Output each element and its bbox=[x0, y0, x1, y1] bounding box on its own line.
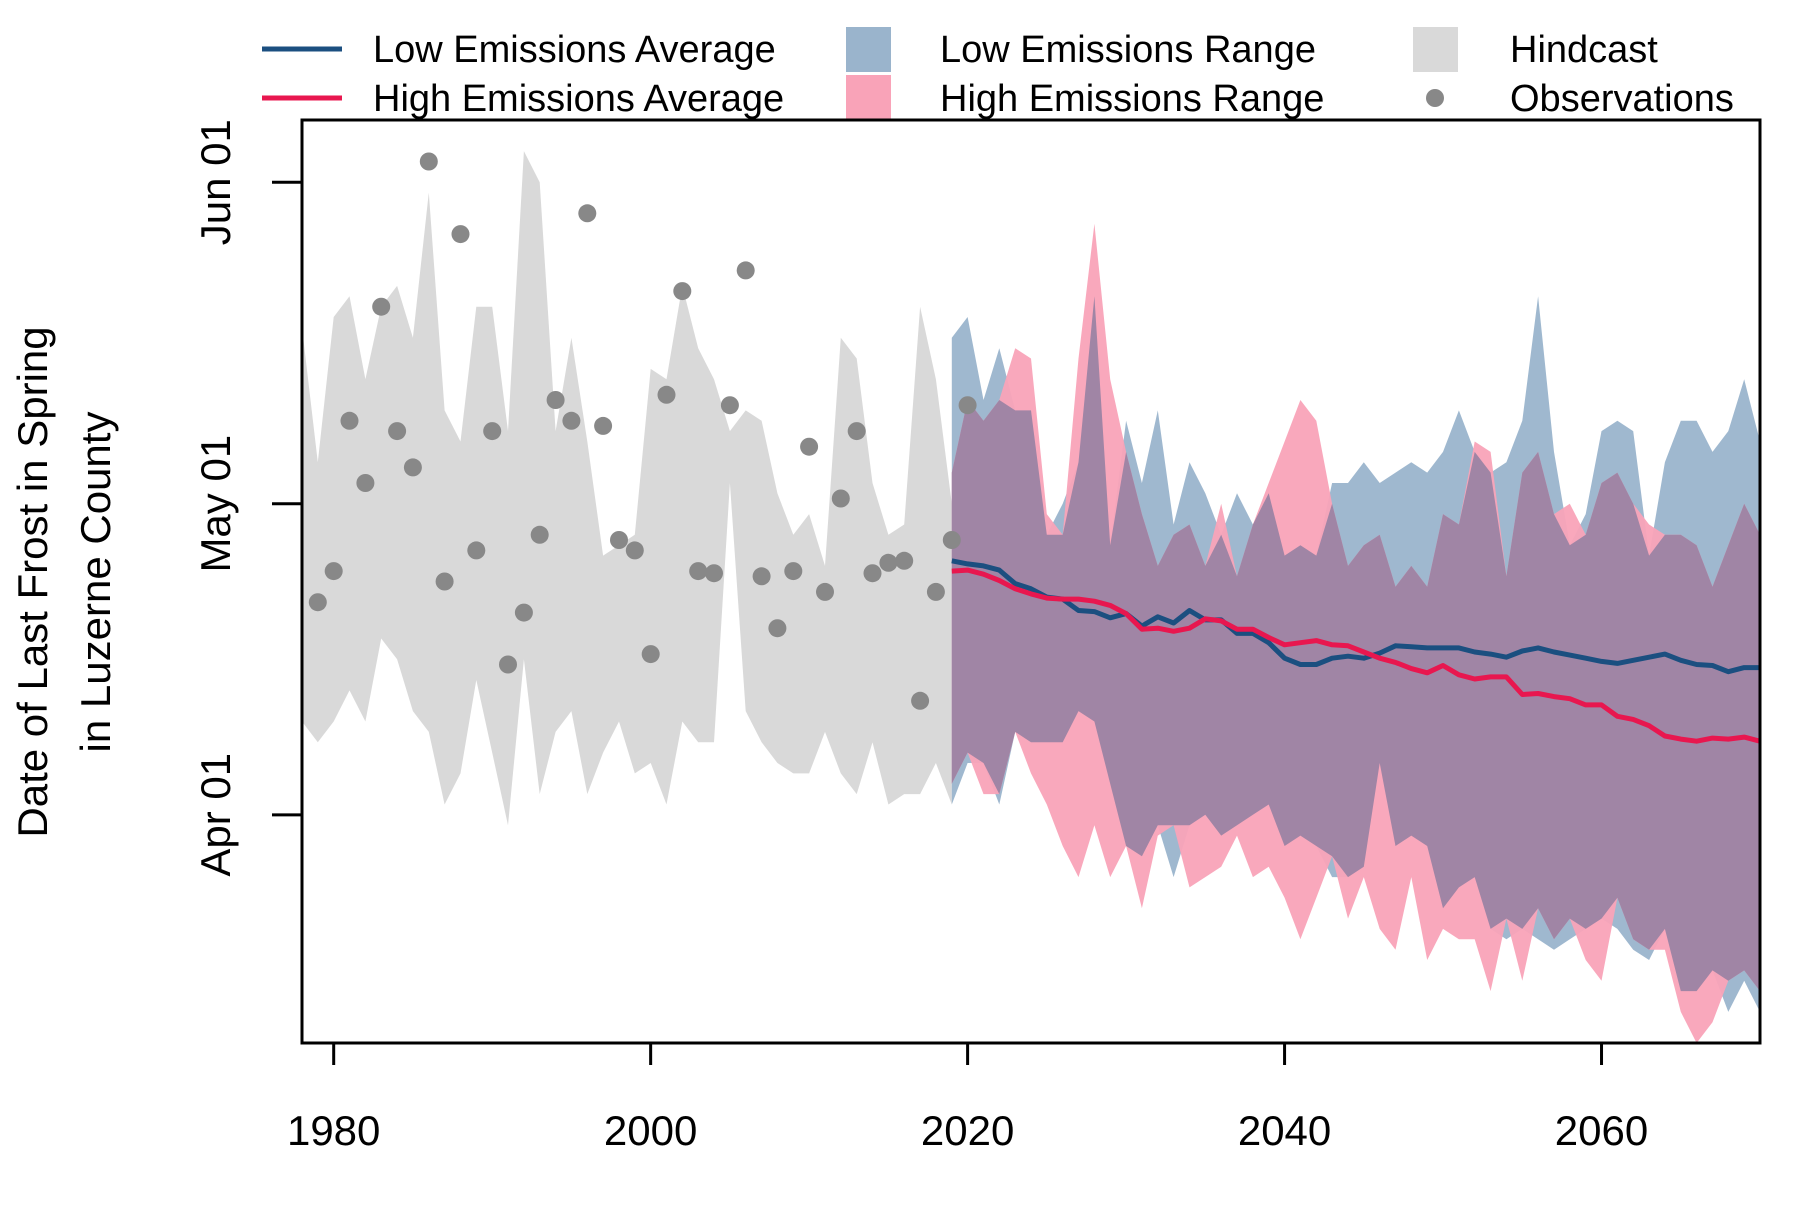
observation-point bbox=[308, 593, 327, 612]
observation-point bbox=[816, 582, 834, 601]
plot-area bbox=[302, 151, 1760, 1043]
observation-point bbox=[625, 541, 644, 560]
observation-point bbox=[705, 564, 723, 583]
legend-swatch-hindcast bbox=[1413, 27, 1458, 72]
y-axis-title: Date of Last Frost in Spring in Luzerne … bbox=[9, 326, 119, 837]
observation-point bbox=[483, 422, 502, 441]
observation-point bbox=[926, 582, 945, 601]
y-tick-label: May 01 bbox=[192, 435, 239, 573]
legend-swatch-high-range bbox=[846, 75, 891, 120]
high-emissions-average-line bbox=[951, 567, 1760, 744]
x-tick-label: 1980 bbox=[287, 1107, 380, 1154]
x-tick-label: 2000 bbox=[604, 1107, 697, 1154]
observation-point bbox=[356, 474, 375, 492]
y-axis: Apr 01 May 01 Jun 01 bbox=[192, 119, 302, 877]
observation-point bbox=[372, 297, 391, 316]
x-tick-label: 2060 bbox=[1555, 1107, 1648, 1154]
y-axis-title-line2: in Luzerne County bbox=[72, 412, 119, 753]
observation-point bbox=[958, 396, 977, 415]
observation-point bbox=[784, 562, 803, 581]
observation-point bbox=[800, 437, 819, 456]
legend-label-low-average: Low Emissions Average bbox=[373, 29, 776, 71]
y-tick-label: Jun 01 bbox=[192, 119, 239, 245]
observation-point bbox=[388, 422, 407, 441]
legend-label-high-average: High Emissions Average bbox=[373, 78, 784, 120]
y-axis-title-line1: Date of Last Frost in Spring bbox=[9, 326, 56, 837]
x-axis: 1980 2000 2020 2040 2060 bbox=[287, 1043, 1648, 1154]
observation-point bbox=[419, 152, 438, 171]
legend-label-hindcast: Hindcast bbox=[1510, 29, 1658, 71]
y-tick-label: Apr 01 bbox=[192, 753, 239, 877]
observation-point bbox=[562, 411, 581, 430]
legend-swatch-observations bbox=[1426, 89, 1444, 107]
observation-point bbox=[831, 489, 850, 508]
observation-point bbox=[752, 567, 771, 586]
observation-point bbox=[689, 562, 708, 581]
observation-point bbox=[641, 645, 660, 664]
observation-point bbox=[546, 391, 565, 409]
plot-frame bbox=[300, 118, 1762, 1045]
observation-point bbox=[467, 541, 486, 560]
legend-label-high-range: High Emissions Range bbox=[940, 78, 1324, 120]
x-tick-label: 2040 bbox=[1238, 1107, 1331, 1154]
observation-point bbox=[847, 422, 866, 441]
observation-point bbox=[451, 225, 470, 244]
x-tick-label: 2020 bbox=[921, 1107, 1014, 1154]
observation-point bbox=[435, 572, 454, 591]
legend-label-observations: Observations bbox=[1510, 78, 1734, 120]
observation-point bbox=[736, 261, 755, 280]
legend-swatch-low-range bbox=[846, 27, 891, 72]
observation-point bbox=[720, 396, 739, 415]
legend: Low Emissions Average High Emissions Ave… bbox=[262, 27, 1734, 120]
observation-point bbox=[530, 525, 549, 544]
observation-point bbox=[768, 619, 787, 638]
observation-point bbox=[879, 553, 898, 572]
legend-label-low-range: Low Emissions Range bbox=[940, 29, 1316, 71]
observation-point bbox=[673, 282, 692, 301]
observation-point bbox=[594, 416, 613, 435]
observation-point bbox=[911, 691, 930, 710]
observation-point bbox=[324, 562, 343, 581]
observation-point bbox=[895, 551, 914, 570]
observation-point bbox=[578, 204, 597, 223]
observation-point bbox=[942, 531, 961, 549]
range-overlap-band bbox=[951, 296, 1760, 992]
observation-point bbox=[514, 603, 533, 622]
observation-point bbox=[863, 564, 882, 583]
observation-point bbox=[403, 458, 422, 477]
hindcast-range-band bbox=[302, 151, 952, 826]
observation-point bbox=[657, 385, 676, 404]
low-emissions-average-line bbox=[951, 558, 1760, 675]
observation-points bbox=[308, 152, 977, 710]
observation-point bbox=[340, 411, 359, 430]
observation-point bbox=[610, 531, 628, 549]
observation-point bbox=[499, 655, 517, 674]
